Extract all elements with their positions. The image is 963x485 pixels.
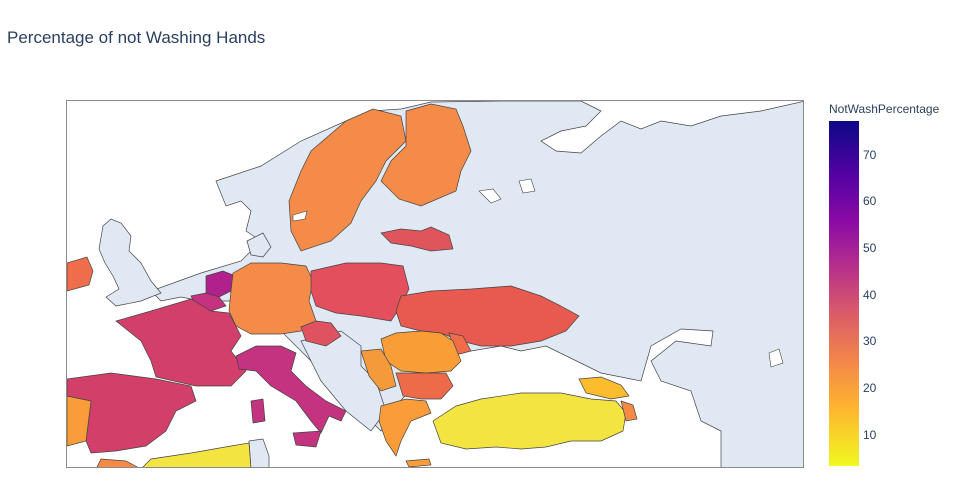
country-armenia[interactable]	[620, 400, 638, 422]
country-sicily[interactable]	[292, 430, 322, 448]
country-sweden[interactable]	[288, 108, 407, 252]
country-czechia[interactable]	[300, 320, 342, 347]
country-bulgaria[interactable]	[395, 372, 454, 400]
water-lake-1	[478, 188, 502, 204]
country-crete[interactable]	[405, 458, 432, 467]
water-lake-4	[768, 348, 784, 368]
country-finland[interactable]	[380, 103, 472, 207]
country-algeria[interactable]	[141, 442, 252, 468]
colorbar-tick: 50	[863, 241, 877, 255]
colorbar-tick: 20	[863, 381, 877, 395]
colorbar-tick: 70	[863, 148, 877, 162]
country-ireland[interactable]	[67, 256, 94, 292]
country-georgia[interactable]	[578, 376, 630, 400]
colorbar-tick: 30	[863, 334, 877, 348]
land-corsica	[248, 438, 270, 467]
country-morocco[interactable]	[96, 458, 141, 468]
map-svg	[67, 101, 803, 468]
colorbar	[829, 121, 859, 466]
country-sardinia[interactable]	[250, 398, 266, 424]
map-area[interactable]	[66, 100, 804, 468]
country-poland[interactable]	[310, 262, 410, 322]
colorbar-title: NotWashPercentage	[829, 102, 940, 116]
country-turkey[interactable]	[432, 392, 627, 450]
land-uk	[98, 218, 162, 307]
country-italy[interactable]	[235, 345, 347, 434]
colorbar-tick: 10	[863, 428, 877, 442]
country-portugal[interactable]	[67, 395, 92, 447]
country-greece[interactable]	[378, 398, 432, 457]
water-lake-2	[518, 178, 536, 194]
country-latvia[interactable]	[380, 226, 454, 252]
country-france[interactable]	[115, 298, 247, 387]
country-serbia[interactable]	[360, 348, 397, 392]
land-denmark	[246, 232, 272, 258]
water-lake-3	[292, 210, 308, 222]
colorbar-tick: 40	[863, 288, 877, 302]
colorbar-tick: 60	[863, 194, 877, 208]
land-balkans	[300, 330, 387, 432]
country-romania[interactable]	[380, 330, 462, 374]
chart-title: Percentage of not Washing Hands	[7, 28, 266, 47]
country-ukraine[interactable]	[395, 285, 580, 347]
country-germany[interactable]	[228, 262, 317, 335]
